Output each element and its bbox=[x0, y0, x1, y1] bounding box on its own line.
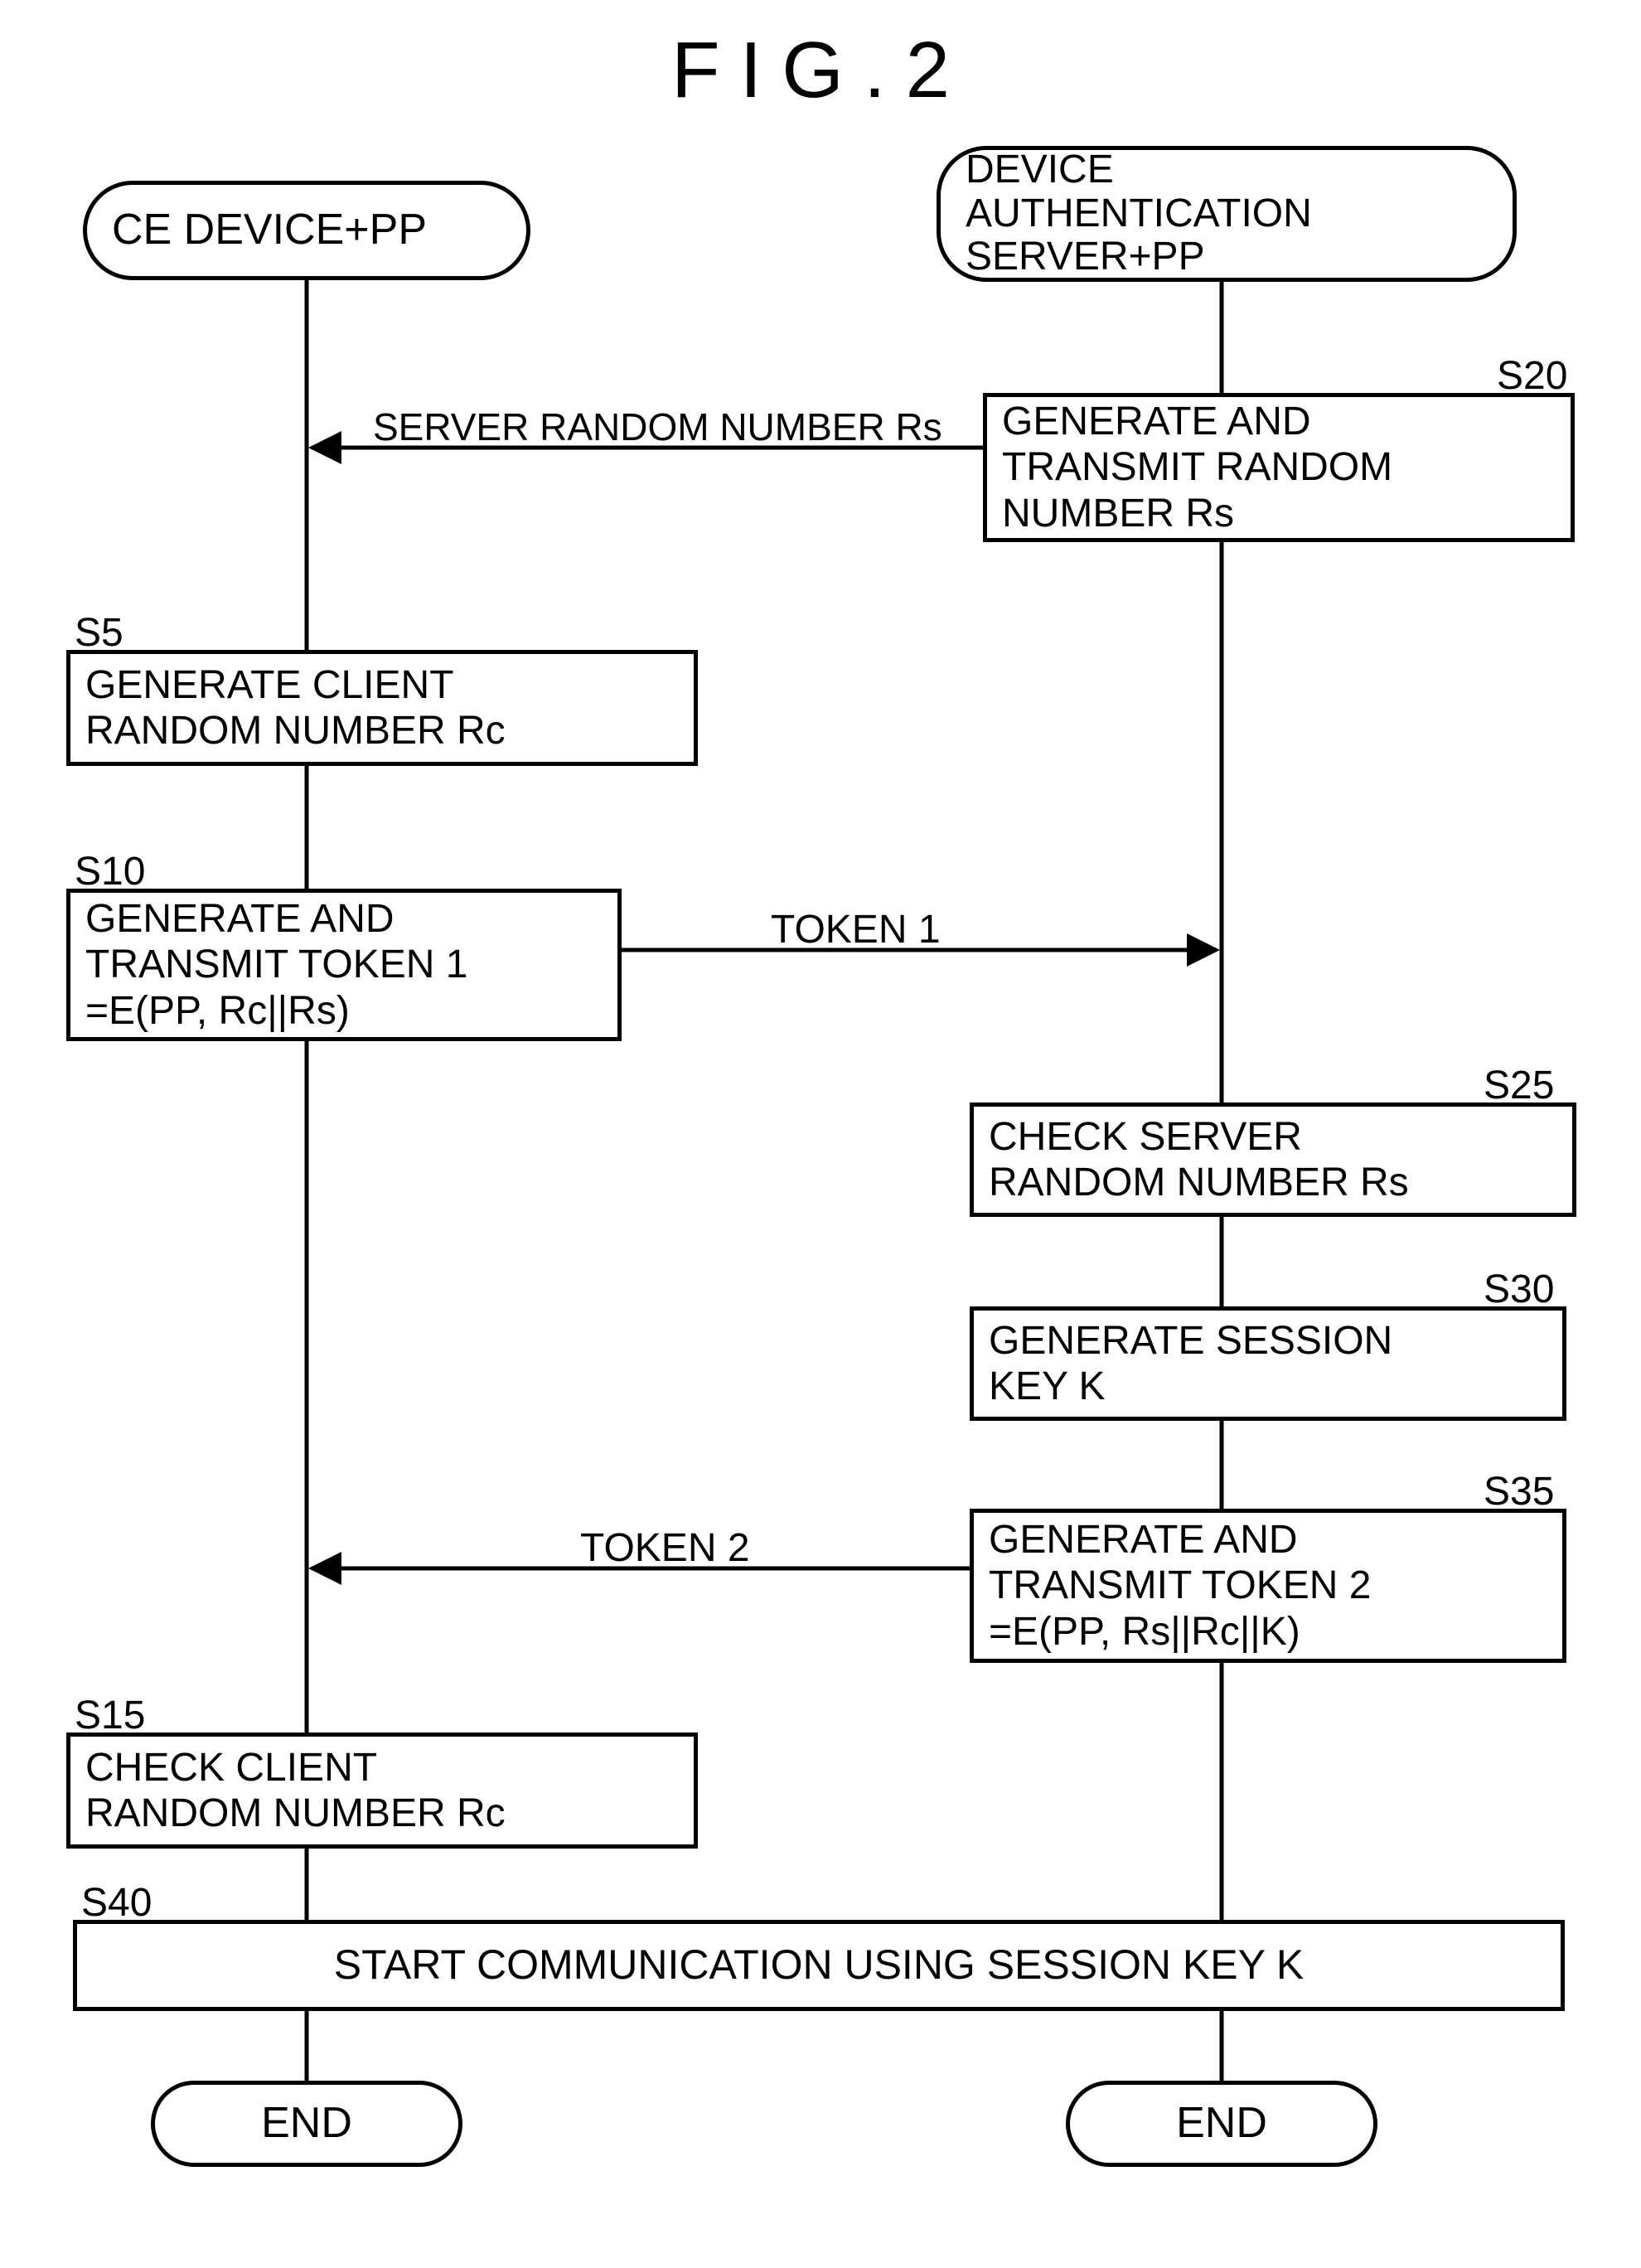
step-label-s15: S15 bbox=[75, 1693, 145, 1738]
step-s15: CHECK CLIENT RANDOM NUMBER Rc bbox=[66, 1732, 698, 1849]
terminal-end-right-label: END bbox=[1176, 2100, 1267, 2147]
step-s40: START COMMUNICATION USING SESSION KEY K bbox=[73, 1920, 1565, 2011]
terminal-end-right: END bbox=[1066, 2081, 1377, 2167]
message-label-m3: TOKEN 2 bbox=[580, 1525, 750, 1571]
terminal-end-left-label: END bbox=[261, 2100, 352, 2147]
message-label-m2: TOKEN 1 bbox=[771, 907, 941, 952]
step-s25-text: CHECK SERVER RANDOM NUMBER Rs bbox=[989, 1114, 1409, 1205]
terminal-auth-server: DEVICE AUTHENTICATION SERVER+PP bbox=[937, 146, 1517, 282]
step-label-s5: S5 bbox=[75, 610, 123, 656]
terminal-ce-device-label: CE DEVICE+PP bbox=[112, 206, 427, 254]
step-label-s25: S25 bbox=[1484, 1063, 1554, 1108]
step-s5: GENERATE CLIENT RANDOM NUMBER Rc bbox=[66, 650, 698, 766]
step-s10: GENERATE AND TRANSMIT TOKEN 1 =E(PP, Rc|… bbox=[66, 889, 622, 1041]
message-label-m1: SERVER RANDOM NUMBER Rs bbox=[373, 405, 942, 449]
step-s35-text: GENERATE AND TRANSMIT TOKEN 2 =E(PP, Rs|… bbox=[989, 1517, 1371, 1655]
terminal-end-left: END bbox=[151, 2081, 462, 2167]
step-s30-text: GENERATE SESSION KEY K bbox=[989, 1318, 1392, 1409]
step-s20-text: GENERATE AND TRANSMIT RANDOM NUMBER Rs bbox=[1002, 399, 1392, 536]
step-label-s40: S40 bbox=[81, 1880, 152, 1926]
step-s10-text: GENERATE AND TRANSMIT TOKEN 1 =E(PP, Rc|… bbox=[85, 896, 467, 1034]
step-label-s30: S30 bbox=[1484, 1267, 1554, 1312]
terminal-auth-server-label: DEVICE AUTHENTICATION SERVER+PP bbox=[966, 148, 1312, 279]
step-label-s35: S35 bbox=[1484, 1469, 1554, 1514]
diagram-canvas: FIG.2 CE DEVICE+PP DEVICE AUTHENTICATION… bbox=[0, 0, 1641, 2268]
step-label-s10: S10 bbox=[75, 849, 145, 894]
step-s35: GENERATE AND TRANSMIT TOKEN 2 =E(PP, Rs|… bbox=[970, 1509, 1566, 1663]
step-label-s20: S20 bbox=[1497, 353, 1567, 399]
step-s5-text: GENERATE CLIENT RANDOM NUMBER Rc bbox=[85, 662, 506, 754]
step-s20: GENERATE AND TRANSMIT RANDOM NUMBER Rs bbox=[983, 393, 1575, 542]
step-s15-text: CHECK CLIENT RANDOM NUMBER Rc bbox=[85, 1745, 506, 1836]
terminal-ce-device: CE DEVICE+PP bbox=[83, 181, 530, 280]
step-s25: CHECK SERVER RANDOM NUMBER Rs bbox=[970, 1102, 1576, 1217]
step-s40-text: START COMMUNICATION USING SESSION KEY K bbox=[334, 1941, 1305, 1989]
step-s30: GENERATE SESSION KEY K bbox=[970, 1306, 1566, 1421]
